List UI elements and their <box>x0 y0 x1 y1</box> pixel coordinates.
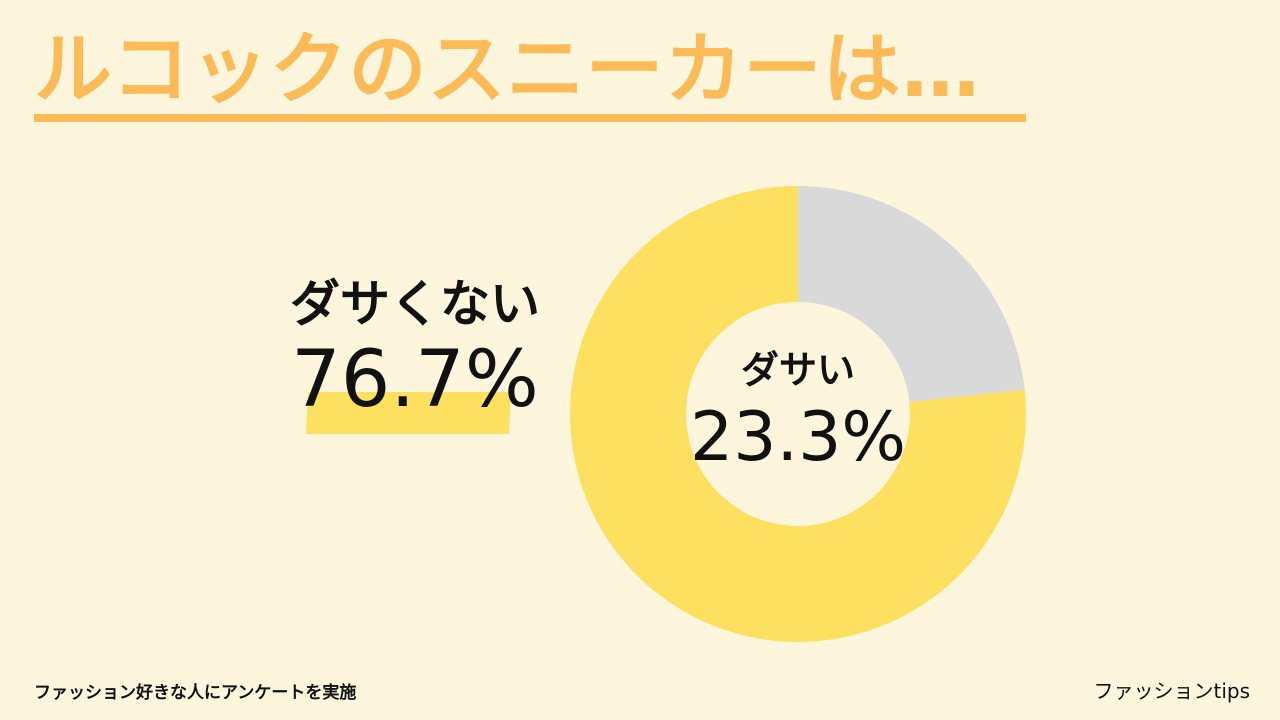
page-title: ルコックのスニーカーは… <box>34 25 981 115</box>
title-underline <box>34 114 1026 122</box>
brand-name: ファッションtips <box>1093 679 1250 703</box>
not-uncool-percentage: 76.7% <box>291 335 539 425</box>
donut-slice-not-uncool <box>570 186 1026 642</box>
uncool-percentage: 23.3% <box>689 398 907 477</box>
donut-chart <box>570 186 1026 642</box>
not-uncool-label: ダサくない <box>290 275 540 333</box>
survey-footnote: ファッション好きな人にアンケートを実施 <box>34 683 357 703</box>
donut-slice-uncool <box>798 186 1025 403</box>
uncool-label: ダサい <box>740 348 855 392</box>
